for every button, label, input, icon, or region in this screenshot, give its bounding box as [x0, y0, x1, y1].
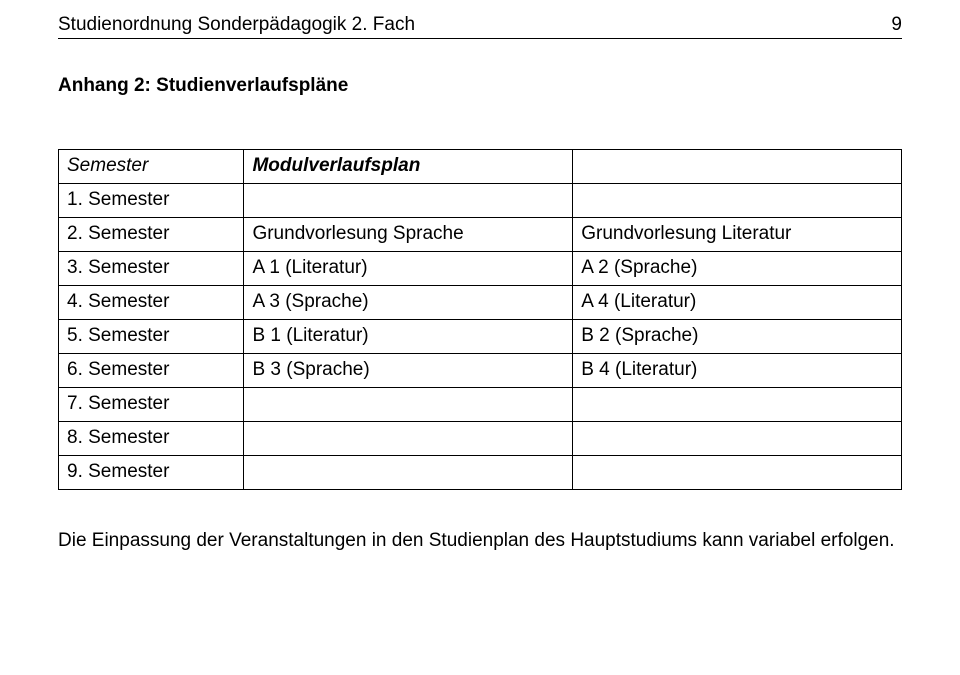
- table-cell: [244, 422, 573, 456]
- table-cell: A 4 (Literatur): [573, 286, 902, 320]
- table-head-col3: [573, 150, 902, 184]
- table-cell: 7. Semester: [59, 388, 244, 422]
- page-container: Studienordnung Sonderpädagogik 2. Fach 9…: [0, 0, 960, 554]
- table-cell: 1. Semester: [59, 184, 244, 218]
- table-cell: 4. Semester: [59, 286, 244, 320]
- table-cell: 9. Semester: [59, 456, 244, 490]
- table-row: 5. Semester B 1 (Literatur) B 2 (Sprache…: [59, 320, 902, 354]
- table-row: 6. Semester B 3 (Sprache) B 4 (Literatur…: [59, 354, 902, 388]
- table-cell: A 1 (Literatur): [244, 252, 573, 286]
- table-cell: [244, 388, 573, 422]
- table-cell: 3. Semester: [59, 252, 244, 286]
- table-head-col2: Modulverlaufsplan: [244, 150, 573, 184]
- table-cell: [244, 456, 573, 490]
- page-number: 9: [891, 14, 902, 36]
- table-cell: 2. Semester: [59, 218, 244, 252]
- table-row: 3. Semester A 1 (Literatur) A 2 (Sprache…: [59, 252, 902, 286]
- table-cell: 5. Semester: [59, 320, 244, 354]
- table-header-row: Semester Modulverlaufsplan: [59, 150, 902, 184]
- table-cell: [244, 184, 573, 218]
- table-cell: B 3 (Sprache): [244, 354, 573, 388]
- table-cell: 8. Semester: [59, 422, 244, 456]
- table-cell: A 2 (Sprache): [573, 252, 902, 286]
- table-cell: 6. Semester: [59, 354, 244, 388]
- page-header: Studienordnung Sonderpädagogik 2. Fach 9: [58, 14, 902, 39]
- study-plan-table: Semester Modulverlaufsplan 1. Semester 2…: [58, 149, 902, 490]
- table-cell: [573, 456, 902, 490]
- footnote-text: Die Einpassung der Veranstaltungen in de…: [58, 528, 902, 554]
- table-cell: Grundvorlesung Literatur: [573, 218, 902, 252]
- header-title: Studienordnung Sonderpädagogik 2. Fach: [58, 14, 415, 36]
- table-row: 9. Semester: [59, 456, 902, 490]
- table-row: 1. Semester: [59, 184, 902, 218]
- table-row: 7. Semester: [59, 388, 902, 422]
- table-cell: A 3 (Sprache): [244, 286, 573, 320]
- table-row: 2. Semester Grundvorlesung Sprache Grund…: [59, 218, 902, 252]
- table-head-col1: Semester: [59, 150, 244, 184]
- table-row: 4. Semester A 3 (Sprache) A 4 (Literatur…: [59, 286, 902, 320]
- table-cell: Grundvorlesung Sprache: [244, 218, 573, 252]
- table-cell: [573, 422, 902, 456]
- table-cell: B 2 (Sprache): [573, 320, 902, 354]
- section-heading: Anhang 2: Studienverlaufspläne: [58, 75, 902, 97]
- table-cell: B 4 (Literatur): [573, 354, 902, 388]
- table-cell: [573, 184, 902, 218]
- table-cell: B 1 (Literatur): [244, 320, 573, 354]
- table-row: 8. Semester: [59, 422, 902, 456]
- table-cell: [573, 388, 902, 422]
